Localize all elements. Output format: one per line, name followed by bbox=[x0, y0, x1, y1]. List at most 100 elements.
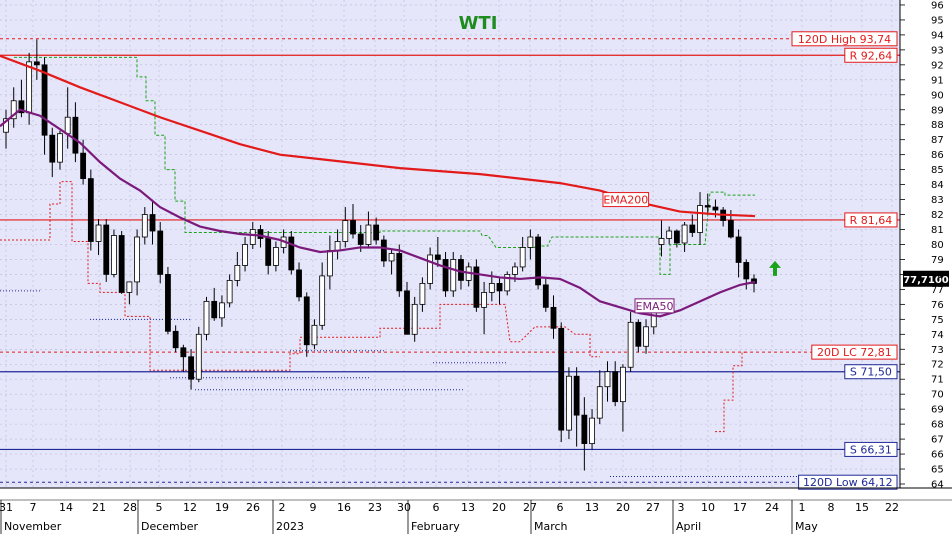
candle-body bbox=[118, 235, 125, 293]
candle-body bbox=[735, 236, 742, 263]
x-tick-label: 6 bbox=[557, 501, 564, 514]
y-tick-label: 85 bbox=[931, 165, 944, 176]
candle-body bbox=[80, 152, 87, 180]
x-tick-label: 27 bbox=[523, 501, 537, 514]
x-tick-label: 27 bbox=[646, 501, 660, 514]
candle-body bbox=[288, 236, 295, 271]
candle-body bbox=[57, 133, 63, 163]
x-tick-label: 15 bbox=[855, 501, 869, 514]
month-label: March bbox=[534, 520, 568, 533]
candle-body bbox=[504, 274, 511, 292]
y-tick-label: 79 bbox=[931, 255, 944, 266]
x-tick-label: 13 bbox=[585, 501, 599, 514]
candle-body bbox=[727, 220, 734, 238]
y-tick-label: 80 bbox=[931, 240, 944, 251]
candle-body bbox=[219, 302, 225, 319]
level-label-box bbox=[844, 47, 898, 63]
x-tick-label: 3 bbox=[678, 501, 685, 514]
candle-body bbox=[573, 375, 580, 416]
level-label: 120D Low 64,12 bbox=[803, 476, 893, 489]
y-tick-label: 69 bbox=[931, 405, 944, 416]
trailing-stop-upper bbox=[14, 56, 755, 275]
candle-body bbox=[296, 269, 302, 298]
candle-body bbox=[165, 274, 171, 332]
candle-body bbox=[234, 265, 241, 281]
y-tick-label: 87 bbox=[931, 135, 944, 146]
candle-body bbox=[673, 230, 680, 244]
candle-body bbox=[535, 236, 541, 286]
level-label: 20D LC 72,81 bbox=[817, 346, 892, 359]
level-label-box bbox=[811, 344, 898, 360]
y-tick-label: 89 bbox=[931, 105, 944, 116]
level-labels: 120D High 93,74 R 92,64 R 81,64 20D LC 72,8… bbox=[602, 31, 949, 490]
x-tick-label: 30 bbox=[397, 501, 411, 514]
level-label-box bbox=[844, 441, 898, 457]
candle-body bbox=[242, 244, 248, 266]
last-price-label: 77,7100 bbox=[903, 275, 949, 286]
candle-body bbox=[589, 417, 595, 444]
candle-body bbox=[311, 324, 318, 346]
x-tick-label: 8 bbox=[828, 501, 835, 514]
y-tick-label: 73 bbox=[931, 345, 944, 356]
x-tick-label: 19 bbox=[215, 501, 229, 514]
y-tick-label: 83 bbox=[931, 195, 944, 206]
x-tick-label: 26 bbox=[246, 501, 260, 514]
candle-body bbox=[419, 283, 426, 305]
candle-body bbox=[697, 205, 703, 233]
candle-body bbox=[265, 238, 272, 266]
candle-body bbox=[404, 290, 410, 335]
plot-background bbox=[0, 0, 900, 488]
candle-body bbox=[41, 64, 48, 136]
x-tick-label: 10 bbox=[701, 501, 715, 514]
candle-body bbox=[388, 253, 395, 262]
candle-body bbox=[743, 262, 750, 280]
trailing-stop-recent bbox=[715, 351, 748, 433]
x-axis-background bbox=[0, 488, 952, 536]
y-tick-label: 91 bbox=[931, 75, 944, 86]
y-tick-label: 88 bbox=[931, 120, 944, 131]
candle-body bbox=[542, 284, 549, 308]
series-ema50 bbox=[0, 108, 756, 318]
candle-body bbox=[604, 371, 611, 388]
x-tick-label: 9 bbox=[310, 501, 317, 514]
ema50-label-box bbox=[634, 298, 675, 314]
candle-body bbox=[442, 259, 449, 292]
candle-body bbox=[257, 229, 264, 239]
candle-body bbox=[319, 275, 326, 326]
candle-body bbox=[519, 247, 526, 268]
candle-body bbox=[26, 61, 33, 114]
candle-body bbox=[188, 356, 194, 380]
candle-body bbox=[126, 281, 133, 293]
candle-body bbox=[134, 236, 140, 283]
candle-body bbox=[226, 280, 233, 304]
x-tick-label: 20 bbox=[616, 501, 630, 514]
candle-body bbox=[334, 241, 341, 251]
candle-body bbox=[249, 229, 256, 245]
y-tick-label: 68 bbox=[931, 420, 944, 431]
candle-body bbox=[458, 259, 464, 281]
candle-body bbox=[211, 300, 218, 319]
candle-body bbox=[496, 283, 503, 292]
x-tick-label: 21 bbox=[92, 501, 106, 514]
candle-body bbox=[195, 333, 202, 380]
y-tick-label: 70 bbox=[931, 390, 944, 401]
candle-body bbox=[95, 224, 102, 242]
candle-body bbox=[33, 61, 40, 66]
x-tick-label: 20 bbox=[492, 501, 506, 514]
candle-body bbox=[72, 116, 79, 154]
candle-body bbox=[635, 321, 642, 347]
level-label-box bbox=[791, 31, 898, 47]
candle-body bbox=[427, 254, 434, 284]
candle-body bbox=[612, 371, 619, 403]
candle-body bbox=[380, 239, 387, 262]
candle-body bbox=[326, 250, 333, 277]
month-label: February bbox=[411, 520, 460, 533]
level-label-box bbox=[844, 212, 898, 228]
candle-body bbox=[87, 178, 94, 242]
candle-body bbox=[180, 347, 187, 358]
candle-body bbox=[350, 220, 356, 235]
y-tick-label: 77 bbox=[931, 285, 944, 296]
x-tick-label: 5 bbox=[156, 501, 163, 514]
x-tick-label: 6 bbox=[433, 501, 440, 514]
candle-body bbox=[396, 253, 403, 292]
